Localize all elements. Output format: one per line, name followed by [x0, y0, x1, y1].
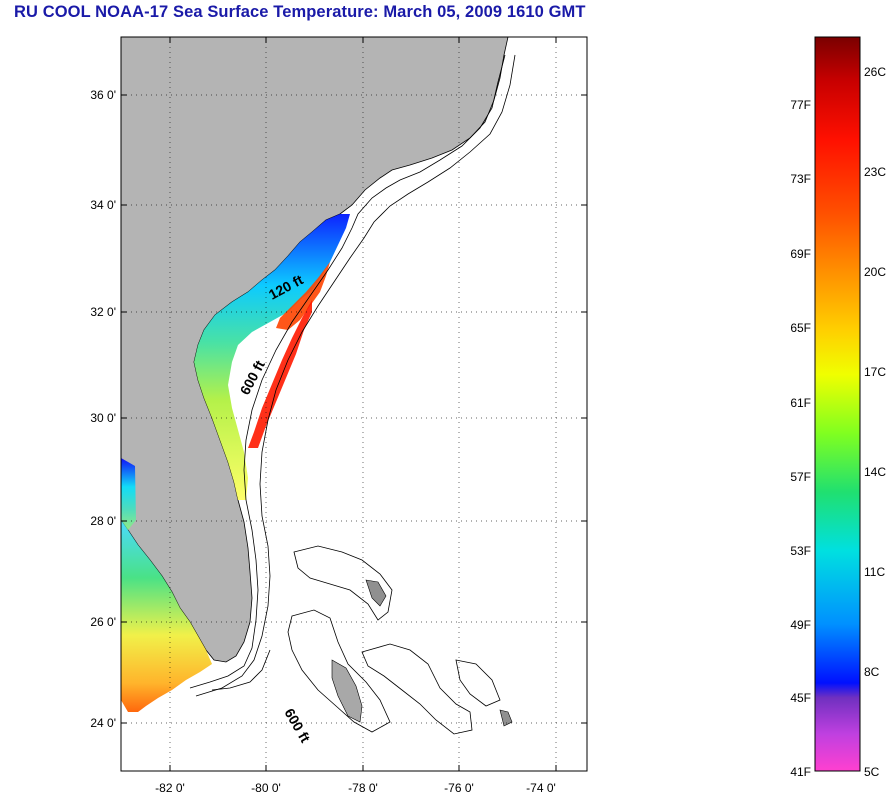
lat-label: 24 0' — [90, 716, 116, 730]
bahamas-land-east — [499, 709, 513, 727]
f-label: 65F — [790, 321, 811, 335]
lon-label: -78 0' — [348, 781, 378, 795]
lat-label: 26 0' — [90, 615, 116, 629]
bahamas-land-north — [365, 579, 387, 607]
c-label: 20C — [864, 265, 886, 279]
lon-label: -74 0' — [526, 781, 556, 795]
lon-label: -76 0' — [444, 781, 474, 795]
sst-gulf-stream — [248, 300, 312, 448]
map-title: RU COOL NOAA-17 Sea Surface Temperature:… — [14, 3, 586, 21]
bahamas-bank-east — [361, 643, 473, 735]
c-label: 17C — [864, 365, 886, 379]
f-label: 45F — [790, 691, 811, 705]
f-label: 57F — [790, 470, 811, 484]
longitude-labels: -82 0' -80 0' -78 0' -76 0' -74 0' — [155, 781, 556, 795]
color-scale-bar — [814, 36, 861, 772]
f-label: 73F — [790, 172, 811, 186]
f-label: 49F — [790, 618, 811, 632]
c-label: 11C — [864, 565, 885, 579]
f-label: 41F — [790, 765, 811, 779]
sst-gulf-coast — [121, 520, 212, 712]
bahamas-land-andros — [331, 659, 363, 723]
lon-label: -82 0' — [155, 781, 185, 795]
lat-label: 36 0' — [90, 88, 116, 102]
lon-label: -80 0' — [251, 781, 281, 795]
c-label: 26C — [864, 65, 886, 79]
map-ticks — [121, 37, 587, 771]
sst-warm-band — [276, 262, 330, 330]
f-label: 77F — [790, 98, 811, 112]
c-label: 23C — [864, 165, 886, 179]
c-label: 14C — [864, 465, 886, 479]
bathymetry-contours — [189, 54, 516, 697]
c-label: 5C — [864, 765, 880, 779]
latitude-labels: 36 0' 34 0' 32 0' 30 0' 28 0' 26 0' 24 0… — [90, 88, 116, 730]
lat-label: 30 0' — [90, 411, 116, 425]
c-label: 8C — [864, 665, 880, 679]
fahrenheit-labels: 77F 73F 69F 65F 61F 57F 53F 49F 45F 41F — [790, 98, 811, 779]
map-frame — [120, 36, 588, 772]
celsius-labels: 26C 23C 20C 17C 14C 11C 8C 5C — [864, 65, 886, 779]
f-label: 61F — [790, 396, 811, 410]
bahamas-bank-north — [293, 545, 393, 621]
sst-swath-carolinas — [194, 214, 350, 500]
f-label: 53F — [790, 544, 811, 558]
lat-label: 34 0' — [90, 198, 116, 212]
lat-label: 32 0' — [90, 305, 116, 319]
f-label: 69F — [790, 247, 811, 261]
lat-label: 28 0' — [90, 514, 116, 528]
sst-carib-strip — [121, 458, 136, 530]
bahamas-bank-far-east — [455, 659, 501, 707]
